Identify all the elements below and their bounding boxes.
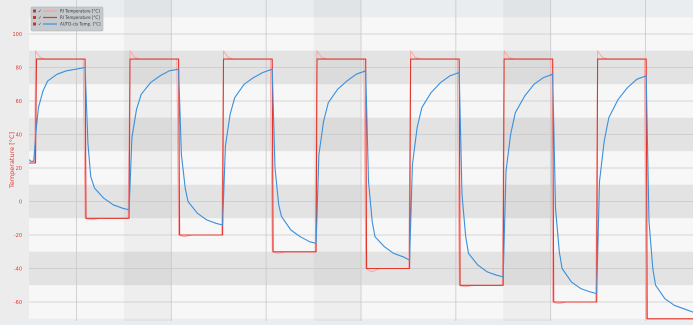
- y-tick-label: 100: [12, 32, 22, 38]
- legend-visibility-marker: [33, 22, 36, 26]
- legend-entry: RI Temperature [°C]: [60, 15, 100, 20]
- legend-box: [30, 6, 104, 32]
- y-tick-label: -40: [14, 267, 22, 273]
- y-tick-label: -20: [14, 233, 22, 239]
- series-line-2: [29, 66, 693, 313]
- legend-visibility-marker: [33, 9, 36, 13]
- series-line-1: [29, 58, 693, 320]
- legend: ✓ RI Temperature [°C] ✓ RI Temperature [°C]…: [30, 6, 104, 32]
- y-tick-label: 60: [16, 99, 22, 105]
- y-tick-label: 20: [16, 166, 22, 172]
- legend-check-icon: ✓: [38, 23, 42, 28]
- y-tick-label: 40: [16, 133, 22, 139]
- legend-check-icon: ✓: [38, 10, 42, 15]
- series-lines: [29, 50, 693, 320]
- series-line-0: [29, 50, 693, 320]
- axis-gutter: [0, 0, 29, 321]
- legend-visibility-marker: [33, 16, 36, 19]
- y-tick-label: 80: [16, 66, 22, 72]
- section-shade: [503, 0, 550, 321]
- y-axis-label: Temperature [°C]: [8, 132, 16, 189]
- y-tick-labels: 100 80 60 40 20 0 -20 -40 -60: [12, 32, 22, 306]
- legend-entry: AUTO-cis Temp. [°C]: [60, 22, 101, 27]
- legend-check-icon: ✓: [38, 16, 42, 21]
- y-tick-label: 0: [19, 200, 22, 206]
- section-shade: [314, 0, 361, 321]
- y-tick-label: -60: [14, 300, 22, 306]
- legend-entry: RI Temperature [°C]: [60, 9, 100, 14]
